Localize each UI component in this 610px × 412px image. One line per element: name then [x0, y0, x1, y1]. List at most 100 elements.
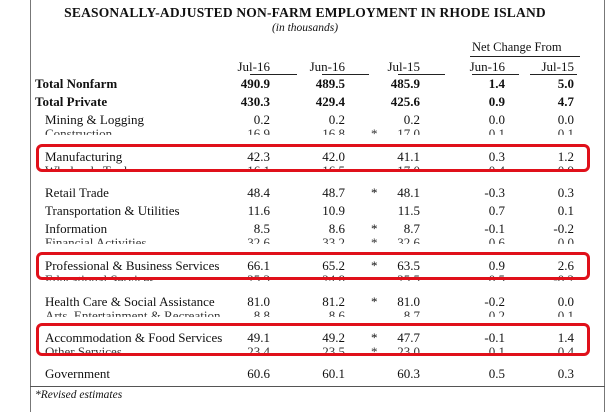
- row-value: 0.1: [557, 203, 574, 218]
- revised-marker: *: [371, 221, 378, 236]
- row-value: 0.9: [488, 94, 505, 109]
- row-value: 0.1: [488, 344, 505, 359]
- row-value: 16.9: [247, 126, 270, 141]
- col-rule-jun16: [322, 74, 369, 75]
- row-label: Educational Services: [45, 272, 155, 287]
- row-value: 41.1: [397, 149, 420, 164]
- revised-marker: *: [371, 185, 378, 200]
- col-header-jul15: Jul-15: [387, 59, 421, 74]
- table-row: Transportation & Utilities 11.6 10.9 11.5 0.…: [0, 202, 610, 220]
- row-value: 0.5: [488, 366, 505, 381]
- highlight-accommodation-food: [36, 323, 590, 356]
- row-value: 490.9: [240, 76, 270, 91]
- row-value: 25.5: [397, 272, 420, 287]
- row-value: -0.2: [553, 221, 574, 236]
- highlight-professional-business: [36, 252, 590, 280]
- row-value: 49.1: [247, 330, 270, 345]
- row-value: 66.1: [247, 258, 270, 273]
- row-value: -0.2: [553, 272, 574, 287]
- net-change-rule: [470, 56, 580, 57]
- table-row: Arts, Entertainment & Recreation 8.8 8.6 8.…: [0, 303, 610, 321]
- row-value: 0.0: [557, 235, 574, 250]
- table-row: Other Services 23.4 23.5 23.0 0.1 0.4 *: [0, 339, 610, 357]
- row-value: 8.6: [328, 221, 345, 236]
- revised-marker: *: [371, 294, 378, 309]
- row-value: 429.4: [315, 94, 345, 109]
- row-value: 42.0: [322, 149, 345, 164]
- row-value: 81.2: [322, 294, 345, 309]
- table-row: Mining & Logging 0.2 0.2 0.2 0.0 0.0: [0, 111, 610, 129]
- col-rule-change-jun16: [472, 74, 519, 75]
- row-value: 8.7: [403, 221, 420, 236]
- table-row: Financial Activities 32.6 33.2 32.6 0.6 0.0 *: [0, 230, 610, 248]
- row-value: 63.5: [397, 258, 420, 273]
- table-right-border: [604, 0, 605, 412]
- row-label: Retail Trade: [45, 185, 109, 200]
- row-value: 0.2: [328, 112, 345, 127]
- table-row: Retail Trade 48.4 48.7 48.1 -0.3 0.3 *: [0, 184, 610, 202]
- row-label: Professional & Business Services: [45, 258, 220, 273]
- row-value: 16.1: [247, 163, 270, 178]
- row-value: 60.3: [397, 366, 420, 381]
- row-value: 0.0: [557, 112, 574, 127]
- revised-marker: *: [371, 258, 378, 273]
- row-value: 8.6: [328, 308, 345, 323]
- col-header-change-jun16: Jun-16: [469, 59, 505, 74]
- row-value: 23.4: [247, 344, 270, 359]
- row-value: 42.3: [247, 149, 270, 164]
- row-value: 2.6: [557, 258, 574, 273]
- row-value: 0.7: [488, 203, 505, 218]
- table-row: Government 60.6 60.1 60.3 0.5 0.3: [0, 365, 610, 383]
- row-label: Financial Activities: [45, 235, 147, 250]
- row-value: 11.6: [247, 203, 270, 218]
- row-value: 8.5: [253, 221, 270, 236]
- row-value: 65.2: [322, 258, 345, 273]
- footnote: *Revised estimates: [35, 389, 123, 401]
- row-value: 49.2: [322, 330, 345, 345]
- row-value: 485.9: [390, 76, 420, 91]
- row-value: 0.5: [488, 272, 505, 287]
- row-label: Other Services: [45, 344, 122, 359]
- row-value: 81.0: [397, 294, 420, 309]
- row-value: 16.8: [322, 126, 345, 141]
- row-value: 23.0: [397, 344, 420, 359]
- col-rule-change-jul15: [530, 74, 577, 75]
- row-value: 0.9: [557, 163, 574, 178]
- row-label: Total Private: [35, 94, 108, 109]
- table-subtitle: (in thousands): [271, 22, 339, 34]
- table-row: Total Private 430.3 429.4 425.6 0.9 4.7: [0, 93, 610, 111]
- row-value: 48.4: [247, 185, 270, 200]
- row-label: Information: [45, 221, 108, 236]
- revised-marker: *: [371, 344, 378, 359]
- revised-marker: *: [371, 126, 378, 141]
- row-value: 0.3: [557, 366, 574, 381]
- footnote-rule: [30, 386, 605, 387]
- row-value: 16.5: [322, 163, 345, 178]
- row-value: 33.2: [322, 235, 345, 250]
- row-label: Construction: [45, 126, 113, 141]
- row-value: 0.9: [488, 258, 505, 273]
- row-value: 1.2: [557, 149, 574, 164]
- row-label: Accommodation & Food Services: [45, 330, 223, 345]
- row-value: -0.2: [484, 294, 505, 309]
- row-value: 425.6: [390, 94, 420, 109]
- col-header-jun16: Jun-16: [309, 59, 345, 74]
- row-value: 32.6: [397, 235, 420, 250]
- table-row: Health Care & Social Assistance 81.0 81.2 8…: [0, 293, 610, 311]
- row-value: 47.7: [397, 330, 420, 345]
- row-value: 11.5: [397, 203, 420, 218]
- col-header-jul16: Jul-16: [237, 59, 271, 74]
- row-value: 8.7: [403, 308, 420, 323]
- col-header-change-jul15: Jul-15: [541, 59, 575, 74]
- row-value: 0.6: [488, 235, 505, 250]
- row-value: 0.4: [488, 163, 505, 178]
- row-value: 0.0: [557, 294, 574, 309]
- row-value: 0.1: [557, 308, 574, 323]
- row-value: -0.1: [484, 221, 505, 236]
- row-value: 0.2: [403, 112, 420, 127]
- row-value: 60.6: [247, 366, 270, 381]
- table-title: SEASONALLY-ADJUSTED NON-FARM EMPLOYMENT …: [64, 5, 546, 20]
- row-label: Mining & Logging: [45, 112, 144, 127]
- row-value: 81.0: [247, 294, 270, 309]
- row-value: -0.3: [484, 185, 505, 200]
